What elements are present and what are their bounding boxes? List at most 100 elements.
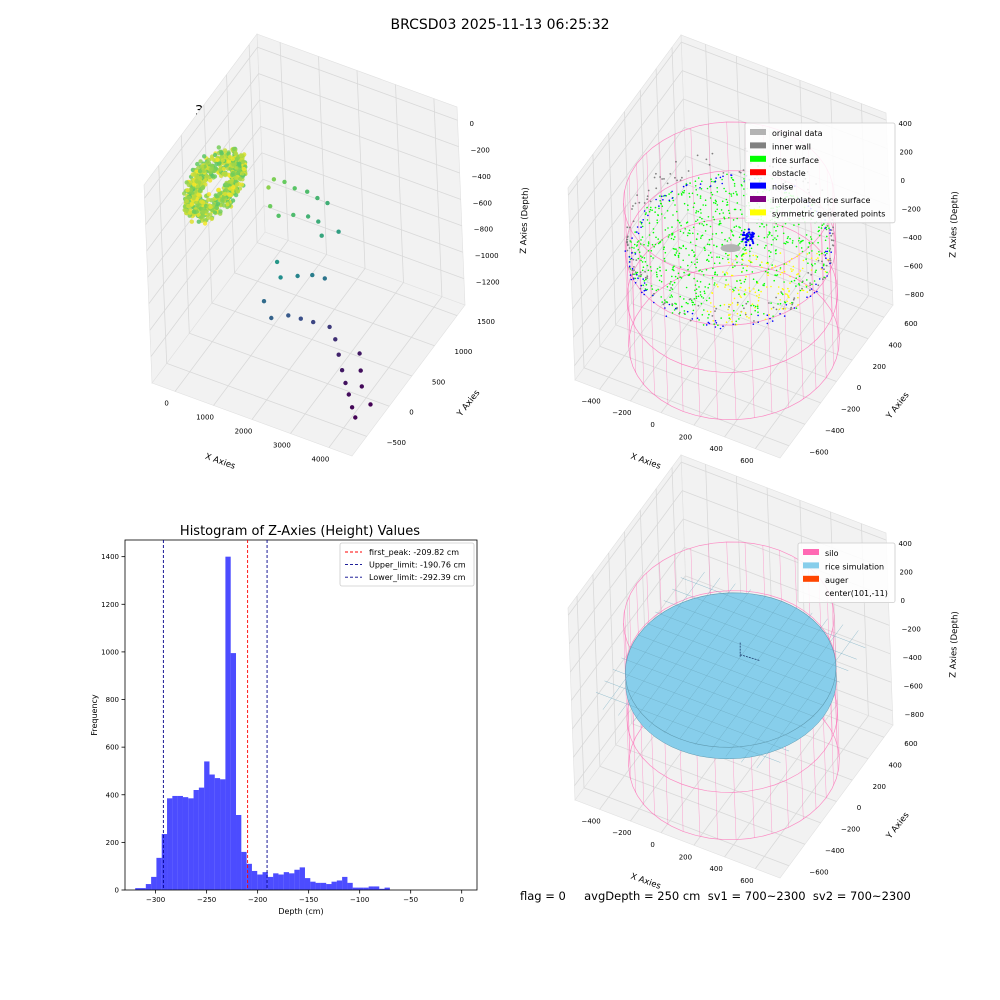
- surface-point: [662, 248, 665, 250]
- z-tick-label: −400: [472, 173, 491, 181]
- surface-point: [698, 222, 701, 225]
- surface-point: [701, 314, 704, 316]
- surface-point: [727, 209, 730, 212]
- surface-point: [818, 229, 820, 232]
- hist-bar: [246, 863, 252, 890]
- surface-point: [686, 234, 689, 237]
- surface-point: [700, 212, 702, 214]
- y-tick-label: 600: [106, 744, 119, 752]
- surface-point: [728, 192, 731, 195]
- surface-point: [732, 288, 734, 291]
- surface-point: [735, 320, 737, 323]
- surface-point: [748, 317, 750, 319]
- surface-point: [666, 286, 669, 288]
- surface-point: [801, 250, 804, 253]
- surface-point: [736, 217, 738, 220]
- cluster-point: [195, 184, 201, 189]
- inner-wall-point: [711, 315, 714, 317]
- surface-point: [738, 226, 740, 228]
- cluster-point: [186, 182, 191, 188]
- surface-point: [740, 229, 743, 232]
- surface-point: [771, 234, 773, 237]
- surface-point: [820, 268, 823, 270]
- surface-point: [646, 219, 649, 221]
- inner-wall-point: [711, 152, 714, 155]
- cluster-point: [189, 219, 194, 224]
- noise-point: [647, 214, 649, 217]
- cluster-point: [197, 169, 203, 174]
- inner-wall-point: [807, 272, 810, 274]
- surface-point: [779, 302, 782, 305]
- surface-point: [790, 268, 792, 270]
- surface-point: [742, 194, 745, 197]
- noise-point: [658, 205, 660, 207]
- cluster-point: [215, 157, 220, 162]
- noise-point: [757, 314, 759, 317]
- x-tick-label: 0: [650, 841, 654, 849]
- surface-point: [801, 267, 804, 270]
- surface-point: [810, 238, 813, 240]
- hist-bar: [278, 874, 284, 890]
- surface-point: [650, 270, 653, 272]
- surface-point: [826, 235, 828, 238]
- noise-point: [634, 282, 637, 284]
- surface-point: [825, 228, 828, 231]
- surface-point: [782, 293, 784, 296]
- z-tick-label: −1200: [476, 279, 500, 287]
- surface-point: [796, 292, 799, 295]
- surface-point: [644, 288, 647, 290]
- surface-point: [639, 221, 642, 223]
- surface-point: [631, 246, 633, 249]
- surface-point: [699, 197, 702, 199]
- surface-point: [704, 249, 706, 252]
- surface-point: [771, 264, 773, 266]
- surface-point: [647, 269, 650, 272]
- noise-point: [829, 262, 831, 265]
- surface-point: [787, 294, 789, 297]
- hist-bar: [379, 888, 385, 890]
- surface-point: [640, 255, 642, 257]
- surface-point: [638, 275, 640, 277]
- surface-point: [824, 270, 827, 273]
- surface-point: [739, 286, 741, 289]
- surface-point: [767, 234, 769, 236]
- surface-point: [714, 199, 717, 202]
- inner-wall-point: [832, 226, 834, 229]
- cluster-point: [234, 182, 240, 187]
- surface-point: [811, 283, 813, 286]
- surface-point: [705, 299, 708, 302]
- noise-point: [652, 294, 654, 297]
- surface-point: [691, 192, 694, 195]
- y-tick-label: 600: [904, 320, 917, 328]
- cluster-point: [197, 188, 202, 194]
- surface-point: [672, 247, 675, 250]
- surface-point: [770, 251, 772, 253]
- inner-wall-point: [768, 302, 770, 304]
- surface-point: [643, 257, 646, 259]
- noise-point: [691, 312, 694, 315]
- z-tick-label: 200: [899, 569, 912, 577]
- x-tick-label: 400: [709, 865, 722, 873]
- surface-point: [762, 284, 764, 286]
- surface-point: [732, 192, 735, 195]
- hist-bar: [220, 779, 226, 890]
- surface-point: [721, 244, 723, 246]
- hist-bar: [167, 798, 173, 890]
- z-gridline: [567, 461, 887, 616]
- surface-point: [694, 180, 697, 182]
- surface-point: [687, 209, 689, 211]
- surface-point: [731, 263, 734, 265]
- noise-point: [640, 284, 643, 287]
- noise-point: [719, 327, 722, 330]
- cluster-point: [209, 166, 214, 172]
- surface-point: [763, 247, 766, 249]
- surface-point: [629, 240, 632, 242]
- surface-point: [701, 270, 703, 273]
- cluster-point: [198, 159, 203, 164]
- inner-wall-point: [832, 239, 835, 242]
- surface-point: [783, 242, 785, 244]
- surface-point: [675, 252, 678, 254]
- surface-point: [716, 208, 718, 211]
- cluster-point: [200, 200, 206, 205]
